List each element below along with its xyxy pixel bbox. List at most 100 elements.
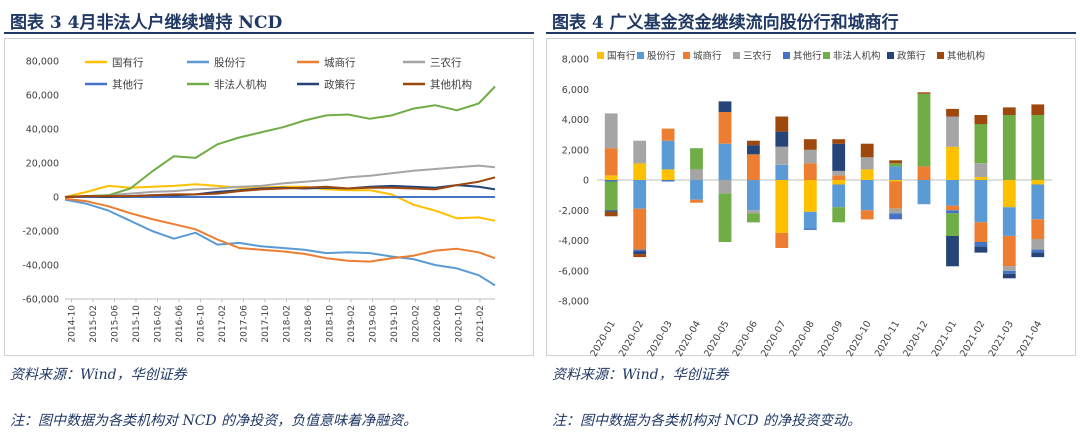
left-note-text: 注：图中数据为各类机构对 NCD 的净投资，负值意味着净融资。: [10, 413, 418, 429]
bar-segment: [604, 211, 618, 217]
x-tick-label: 2021-01: [930, 319, 959, 357]
legend-label: 非法人机构: [214, 78, 267, 91]
series-line-3: [64, 197, 496, 263]
legend-swatch: [823, 52, 830, 59]
x-tick-label: 2020-03: [645, 319, 674, 357]
bar-segment: [860, 180, 874, 211]
bar-segment: [917, 166, 931, 180]
bar-segment: [860, 169, 874, 180]
legend-label: 其他行: [112, 78, 144, 91]
bar-segment: [1002, 115, 1016, 180]
bar-segment: [1031, 239, 1045, 250]
legend-swatch: [683, 52, 690, 59]
y-tick-label: -40,000: [22, 261, 59, 272]
x-tick-label: 2020-06: [433, 305, 443, 343]
bar-segment: [604, 181, 618, 211]
bar-segment: [690, 180, 703, 200]
bar-segment: [803, 211, 817, 229]
left-title-rule: [4, 32, 534, 34]
y-tick-label: -8,000: [558, 297, 589, 308]
series-line-6: [64, 85, 496, 198]
bar-segment: [633, 163, 647, 180]
x-tick-label: 2021-04: [1015, 319, 1044, 357]
bar-segment: [889, 213, 902, 220]
x-tick-label: 2017-06: [239, 305, 249, 343]
x-tick-label: 2020-08: [788, 319, 817, 357]
bar-segment: [747, 213, 760, 223]
bar-segment: [690, 199, 703, 203]
legend-label: 国有行: [112, 56, 144, 69]
legend-label: 其他行: [793, 50, 822, 62]
bar-segment: [633, 208, 647, 250]
bar-segment: [747, 145, 760, 155]
bar-segment: [832, 139, 846, 144]
y-tick-label: 80,000: [26, 57, 59, 68]
legend-label: 三农行: [743, 50, 772, 62]
bar-segment: [1002, 236, 1016, 267]
bar-segment: [661, 140, 675, 170]
bar-segment: [1002, 273, 1016, 279]
line-chart: 80,000 60,000 40,000 20,000 0 -20,000 -40,000 -…: [22, 56, 496, 343]
bar-segment: [946, 213, 959, 236]
bar-segment: [1031, 104, 1045, 115]
bar-segment: [747, 140, 760, 146]
bar-segment: [1031, 180, 1045, 185]
x-tick-label: 2016-02: [153, 305, 163, 343]
bar-segment: [946, 210, 959, 214]
bar-segment: [889, 163, 902, 167]
bar-segment: [604, 113, 618, 149]
y-tick-label: -60,000: [22, 295, 59, 306]
bar-segment: [832, 180, 846, 185]
bar-segment: [661, 180, 675, 182]
y-tick-label: -4,000: [558, 236, 589, 247]
bar-segment: [775, 131, 789, 147]
legend-label: 三农行: [430, 56, 462, 69]
bar-segment: [832, 143, 846, 171]
y-tick-label: 40,000: [26, 125, 59, 136]
bar-segment: [633, 251, 647, 255]
x-tick-label: 2018-02: [282, 305, 292, 343]
x-tick-label: 2015-06: [110, 305, 120, 343]
bar-segment: [974, 222, 988, 242]
bar-segment: [718, 101, 732, 112]
y-tick-label: 4,000: [562, 115, 589, 126]
x-tick-label: 2020-10: [454, 305, 464, 343]
bar-segment: [1002, 180, 1016, 208]
bar-segment: [917, 93, 931, 167]
legend-swatch: [733, 52, 740, 59]
x-tick-label: 2018-10: [325, 305, 335, 343]
bar-segment: [775, 116, 789, 132]
bar-segment: [1002, 207, 1016, 236]
bar-segment: [775, 164, 789, 180]
x-tick-label: 2017-02: [218, 305, 228, 343]
y-tick-label: -2,000: [558, 206, 589, 217]
bar-segment: [889, 180, 902, 182]
series-line-4: [64, 164, 496, 198]
legend-label: 股份行: [214, 56, 246, 69]
x-tick-label: 2020-09: [816, 319, 845, 357]
y-tick-label: 8,000: [562, 55, 589, 66]
x-tick-label: 2020-05: [702, 319, 731, 357]
bar-segment: [1031, 219, 1045, 239]
bar-segment: [775, 232, 789, 248]
bar-segment: [1002, 266, 1016, 271]
legend-swatch: [783, 52, 790, 59]
line-chart-frame: 80,000 60,000 40,000 20,000 0 -20,000 -40,000 -…: [4, 38, 534, 356]
legend-swatch: [597, 52, 604, 59]
legend-label: 城商行: [324, 56, 356, 69]
bar-segment: [832, 175, 846, 180]
x-tick-label: 2020-11: [873, 319, 902, 357]
bar-segment: [803, 149, 817, 164]
bar-segment: [604, 148, 618, 176]
bar-segment: [917, 92, 931, 94]
right-source-text: 资料来源：Wind，华创证券: [552, 367, 729, 383]
left-figure-title: 图表 3 4月非法人户继续增持 NCD: [10, 13, 283, 33]
bar-segment: [974, 163, 988, 177]
bar-segment: [604, 175, 618, 180]
bar-segment: [946, 236, 959, 267]
y-tick-label: 60,000: [26, 91, 59, 102]
bar-segment: [775, 180, 789, 233]
bar-segment: [747, 210, 760, 214]
bar-chart-frame: 8,000 6,000 4,000 2,000 0 -2,000 -4,000 -6,000 -…: [546, 38, 1076, 359]
bar-segment: [690, 169, 703, 180]
